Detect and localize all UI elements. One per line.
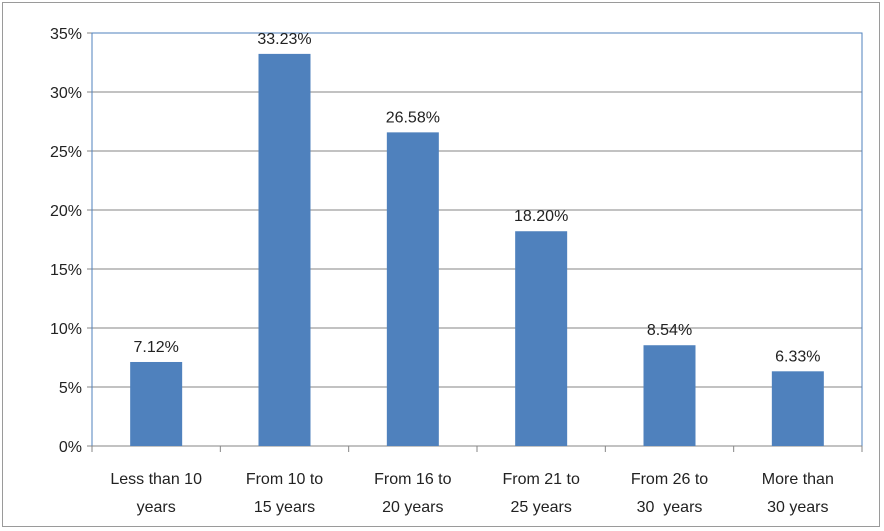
- data-label: 7.12%: [133, 339, 178, 356]
- x-category-label: Less than 10: [110, 471, 202, 488]
- x-category-label: 20 years: [382, 499, 443, 516]
- data-label: 18.20%: [514, 208, 568, 225]
- data-label: 8.54%: [647, 322, 692, 339]
- data-label: 6.33%: [775, 348, 820, 365]
- y-tick-label: 20%: [50, 203, 82, 220]
- x-category-label: From 16 to: [374, 471, 451, 488]
- y-tick-label: 30%: [50, 85, 82, 102]
- x-category-label: 15 years: [254, 499, 315, 516]
- bar: [643, 345, 696, 446]
- bar: [258, 53, 311, 447]
- x-category-label: years: [137, 499, 176, 516]
- x-category-label: From 21 to: [502, 471, 579, 488]
- data-label: 26.58%: [386, 109, 440, 126]
- plot-area-border: [91, 32, 863, 447]
- bar: [515, 231, 568, 446]
- x-category-label: 30 years: [767, 499, 828, 516]
- x-category-label: From 26 to: [631, 471, 708, 488]
- x-category-label: From 10 to: [246, 471, 323, 488]
- y-tick-label: 35%: [50, 26, 82, 43]
- bar: [130, 361, 183, 446]
- y-tick-label: 5%: [59, 380, 82, 397]
- y-tick-label: 15%: [50, 262, 82, 279]
- x-category-label: 25 years: [510, 499, 571, 516]
- bar: [386, 132, 439, 446]
- y-tick-label: 0%: [59, 439, 82, 456]
- x-category-label: More than: [762, 471, 834, 488]
- y-tick-label: 10%: [50, 321, 82, 338]
- data-label: 33.23%: [257, 31, 311, 48]
- y-tick-label: 25%: [50, 144, 82, 161]
- x-category-label: 30 years: [637, 499, 703, 516]
- bar: [771, 371, 824, 446]
